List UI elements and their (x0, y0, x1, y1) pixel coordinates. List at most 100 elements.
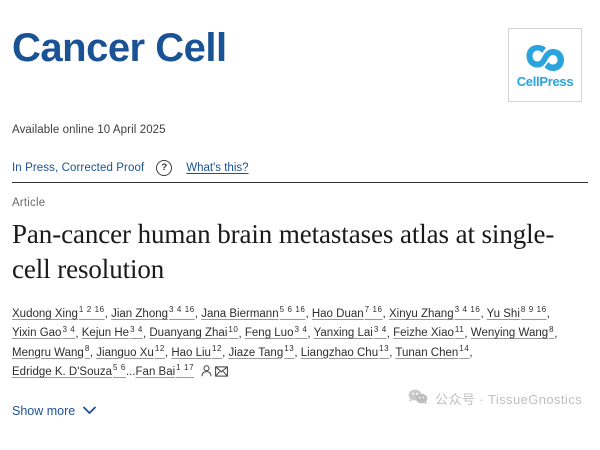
author-separator: , (294, 346, 301, 359)
author-affiliation-refs: 8 9 16 (520, 305, 547, 315)
author-affiliation-refs: 12 (211, 344, 223, 353)
author-name: Feizhe Xiao (393, 327, 454, 340)
author-link[interactable]: Hao Duan7 16 (311, 305, 383, 320)
author-separator: , (382, 307, 390, 320)
author-link[interactable]: Fan Bai1 17 (135, 363, 195, 379)
author-separator: , (238, 327, 245, 340)
wechat-icon (408, 389, 428, 408)
envelope-icon[interactable] (215, 365, 229, 384)
author-link[interactable]: Feizhe Xiao11 (393, 324, 465, 340)
author-name: Kejun He (81, 327, 130, 340)
author-link[interactable]: Yixin Gao3 4 (12, 324, 76, 340)
author-affiliation-refs: 3 4 16 (169, 305, 195, 315)
author-affiliation-refs: 5 6 16 (279, 305, 306, 315)
author-affiliation-refs: 7 16 (364, 305, 383, 315)
author-separator: , (480, 307, 487, 320)
author-separator: , (464, 327, 471, 340)
author-link[interactable]: Feng Luo3 4 (244, 324, 308, 340)
author-name: Jianguo Xu (96, 346, 154, 359)
author-affiliation-refs: 11 (454, 324, 465, 334)
masthead: Cancer Cell CellPress (12, 0, 588, 102)
author-separator: , (554, 327, 558, 340)
author-separator: , (104, 307, 112, 320)
author-name: Hao Liu (171, 346, 211, 359)
author-link[interactable]: Xudong Xing1 2 16 (12, 305, 105, 320)
author-link[interactable]: Jian Zhong3 4 16 (111, 305, 195, 320)
journal-title[interactable]: Cancer Cell (12, 26, 227, 70)
author-link[interactable]: Jianguo Xu12 (96, 344, 165, 359)
author-separator: , (164, 346, 172, 359)
author-name: Xinyu Zhang (389, 307, 454, 320)
author-link[interactable]: Duanyang Zhai10 (149, 324, 239, 340)
author-affiliation-refs: 8 (549, 324, 555, 334)
author-link[interactable]: Xinyu Zhang3 4 16 (389, 305, 481, 320)
author-name: Yu Shi (486, 307, 520, 320)
author-separator: , (89, 346, 97, 359)
author-name: Wenying Wang (470, 327, 549, 340)
author-separator: , (142, 327, 150, 340)
author-link[interactable]: Mengru Wang8 (12, 344, 90, 359)
author-separator: , (389, 346, 396, 359)
author-separator: , (222, 346, 229, 359)
author-separator: , (305, 307, 312, 320)
header-divider (12, 182, 588, 183)
corresponding-author-icons (198, 365, 229, 384)
author-name: Fan Bai (135, 366, 176, 379)
author-link[interactable]: Kejun He3 4 (81, 324, 143, 340)
chevron-down-icon (83, 404, 97, 418)
author-affiliation-refs: 5 6 (113, 363, 126, 373)
cellpress-wordmark: CellPress (516, 74, 574, 89)
watermark-text: 公众号 · TissueGnostics (435, 392, 582, 407)
author-name: Yanxing Lai (313, 327, 373, 340)
author-separator: , (75, 327, 82, 340)
author-link[interactable]: Jana Biermann5 6 16 (201, 305, 306, 320)
author-affiliation-refs: 3 4 (130, 324, 143, 334)
author-name: Feng Luo (244, 327, 294, 340)
author-name: Mengru Wang (12, 346, 84, 359)
author-separator: , (469, 346, 473, 359)
author-affiliation-refs: 1 17 (176, 363, 195, 373)
author-affiliation-refs: 3 4 (294, 324, 308, 334)
author-link[interactable]: Hao Liu12 (171, 344, 223, 359)
author-affiliation-refs: 3 4 (62, 324, 76, 334)
author-separator: , (307, 327, 314, 340)
author-name: Jana Biermann (201, 307, 279, 320)
status-badge[interactable]: In Press, Corrected Proof (12, 162, 145, 174)
author-affiliation-refs: 12 (154, 344, 165, 353)
author-link[interactable]: Liangzhao Chu13 (300, 344, 390, 359)
author-separator: , (546, 307, 550, 320)
person-icon[interactable] (201, 365, 212, 384)
author-link[interactable]: Jiaze Tang13 (228, 344, 295, 359)
author-name: Liangzhao Chu (300, 346, 379, 359)
author-list: Xudong Xing1 2 16, Jian Zhong3 4 16, Jan… (12, 304, 588, 384)
author-name: Xudong Xing (12, 307, 78, 320)
availability-date: Available online 10 April 2025 (12, 124, 166, 136)
article-type-label: Article (12, 197, 46, 209)
page-title: Pan-cancer human brain metastases atlas … (12, 219, 555, 284)
author-affiliation-refs: 13 (379, 344, 390, 353)
author-name: Hao Duan (311, 307, 364, 320)
show-more-label: Show more (12, 403, 76, 418)
author-link[interactable]: Wenying Wang8 (470, 324, 555, 340)
author-separator: , (194, 307, 202, 320)
author-affiliation-refs: 8 (84, 344, 90, 353)
author-affiliation-refs: 14 (459, 344, 470, 353)
show-more-button[interactable]: Show more (12, 403, 97, 418)
author-affiliation-refs: 10 (228, 324, 239, 334)
cellpress-mark-icon (526, 45, 564, 71)
status-row: In Press, Corrected Proof ? What's this? (12, 160, 588, 182)
whats-this-link[interactable]: What's this? (186, 162, 249, 174)
cellpress-logo[interactable]: CellPress (508, 28, 582, 102)
author-affiliation-refs: 3 4 (373, 324, 387, 334)
author-link[interactable]: Yanxing Lai3 4 (313, 324, 387, 340)
author-link[interactable]: Tunan Chen14 (395, 344, 470, 359)
author-link[interactable]: Edridge K. D'Souza5 6 (12, 363, 126, 378)
help-icon[interactable]: ? (156, 160, 173, 176)
author-name: Tunan Chen (395, 346, 459, 359)
author-separator: , (386, 327, 394, 340)
author-affiliation-refs: 13 (284, 344, 295, 353)
author-truncation: ... (125, 366, 136, 379)
author-name: Jian Zhong (111, 307, 169, 320)
author-affiliation-refs: 3 4 16 (454, 305, 481, 315)
author-link[interactable]: Yu Shi8 9 16 (486, 305, 547, 320)
